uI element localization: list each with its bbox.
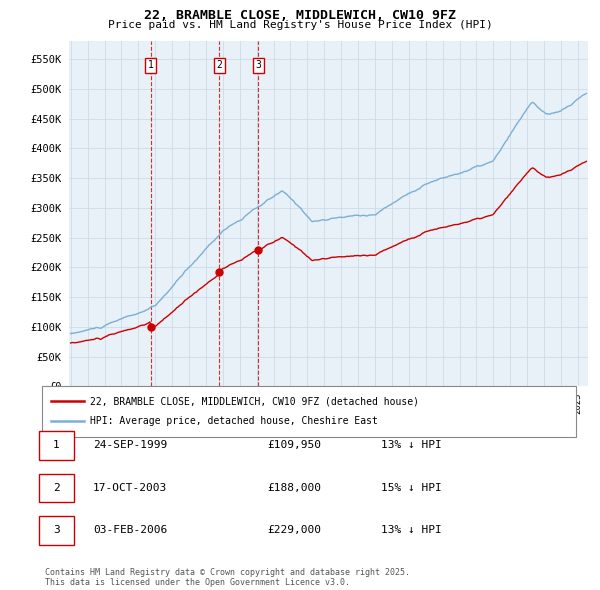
Text: HPI: Average price, detached house, Cheshire East: HPI: Average price, detached house, Ches… [90,416,378,425]
Text: 2: 2 [217,60,222,70]
Text: 2: 2 [53,483,60,493]
Text: 1: 1 [53,441,60,450]
Text: 22, BRAMBLE CLOSE, MIDDLEWICH, CW10 9FZ (detached house): 22, BRAMBLE CLOSE, MIDDLEWICH, CW10 9FZ … [90,396,419,406]
Text: 13% ↓ HPI: 13% ↓ HPI [381,526,442,535]
Text: 3: 3 [255,60,261,70]
Text: 17-OCT-2003: 17-OCT-2003 [93,483,167,493]
Text: Contains HM Land Registry data © Crown copyright and database right 2025.
This d: Contains HM Land Registry data © Crown c… [45,568,410,587]
Text: 24-SEP-1999: 24-SEP-1999 [93,441,167,450]
Text: Price paid vs. HM Land Registry's House Price Index (HPI): Price paid vs. HM Land Registry's House … [107,20,493,30]
Text: £229,000: £229,000 [267,526,321,535]
Text: 13% ↓ HPI: 13% ↓ HPI [381,441,442,450]
Text: £188,000: £188,000 [267,483,321,493]
Text: 03-FEB-2006: 03-FEB-2006 [93,526,167,535]
Text: 1: 1 [148,60,154,70]
Text: 15% ↓ HPI: 15% ↓ HPI [381,483,442,493]
Text: 3: 3 [53,526,60,535]
Text: 22, BRAMBLE CLOSE, MIDDLEWICH, CW10 9FZ: 22, BRAMBLE CLOSE, MIDDLEWICH, CW10 9FZ [144,9,456,22]
Text: £109,950: £109,950 [267,441,321,450]
